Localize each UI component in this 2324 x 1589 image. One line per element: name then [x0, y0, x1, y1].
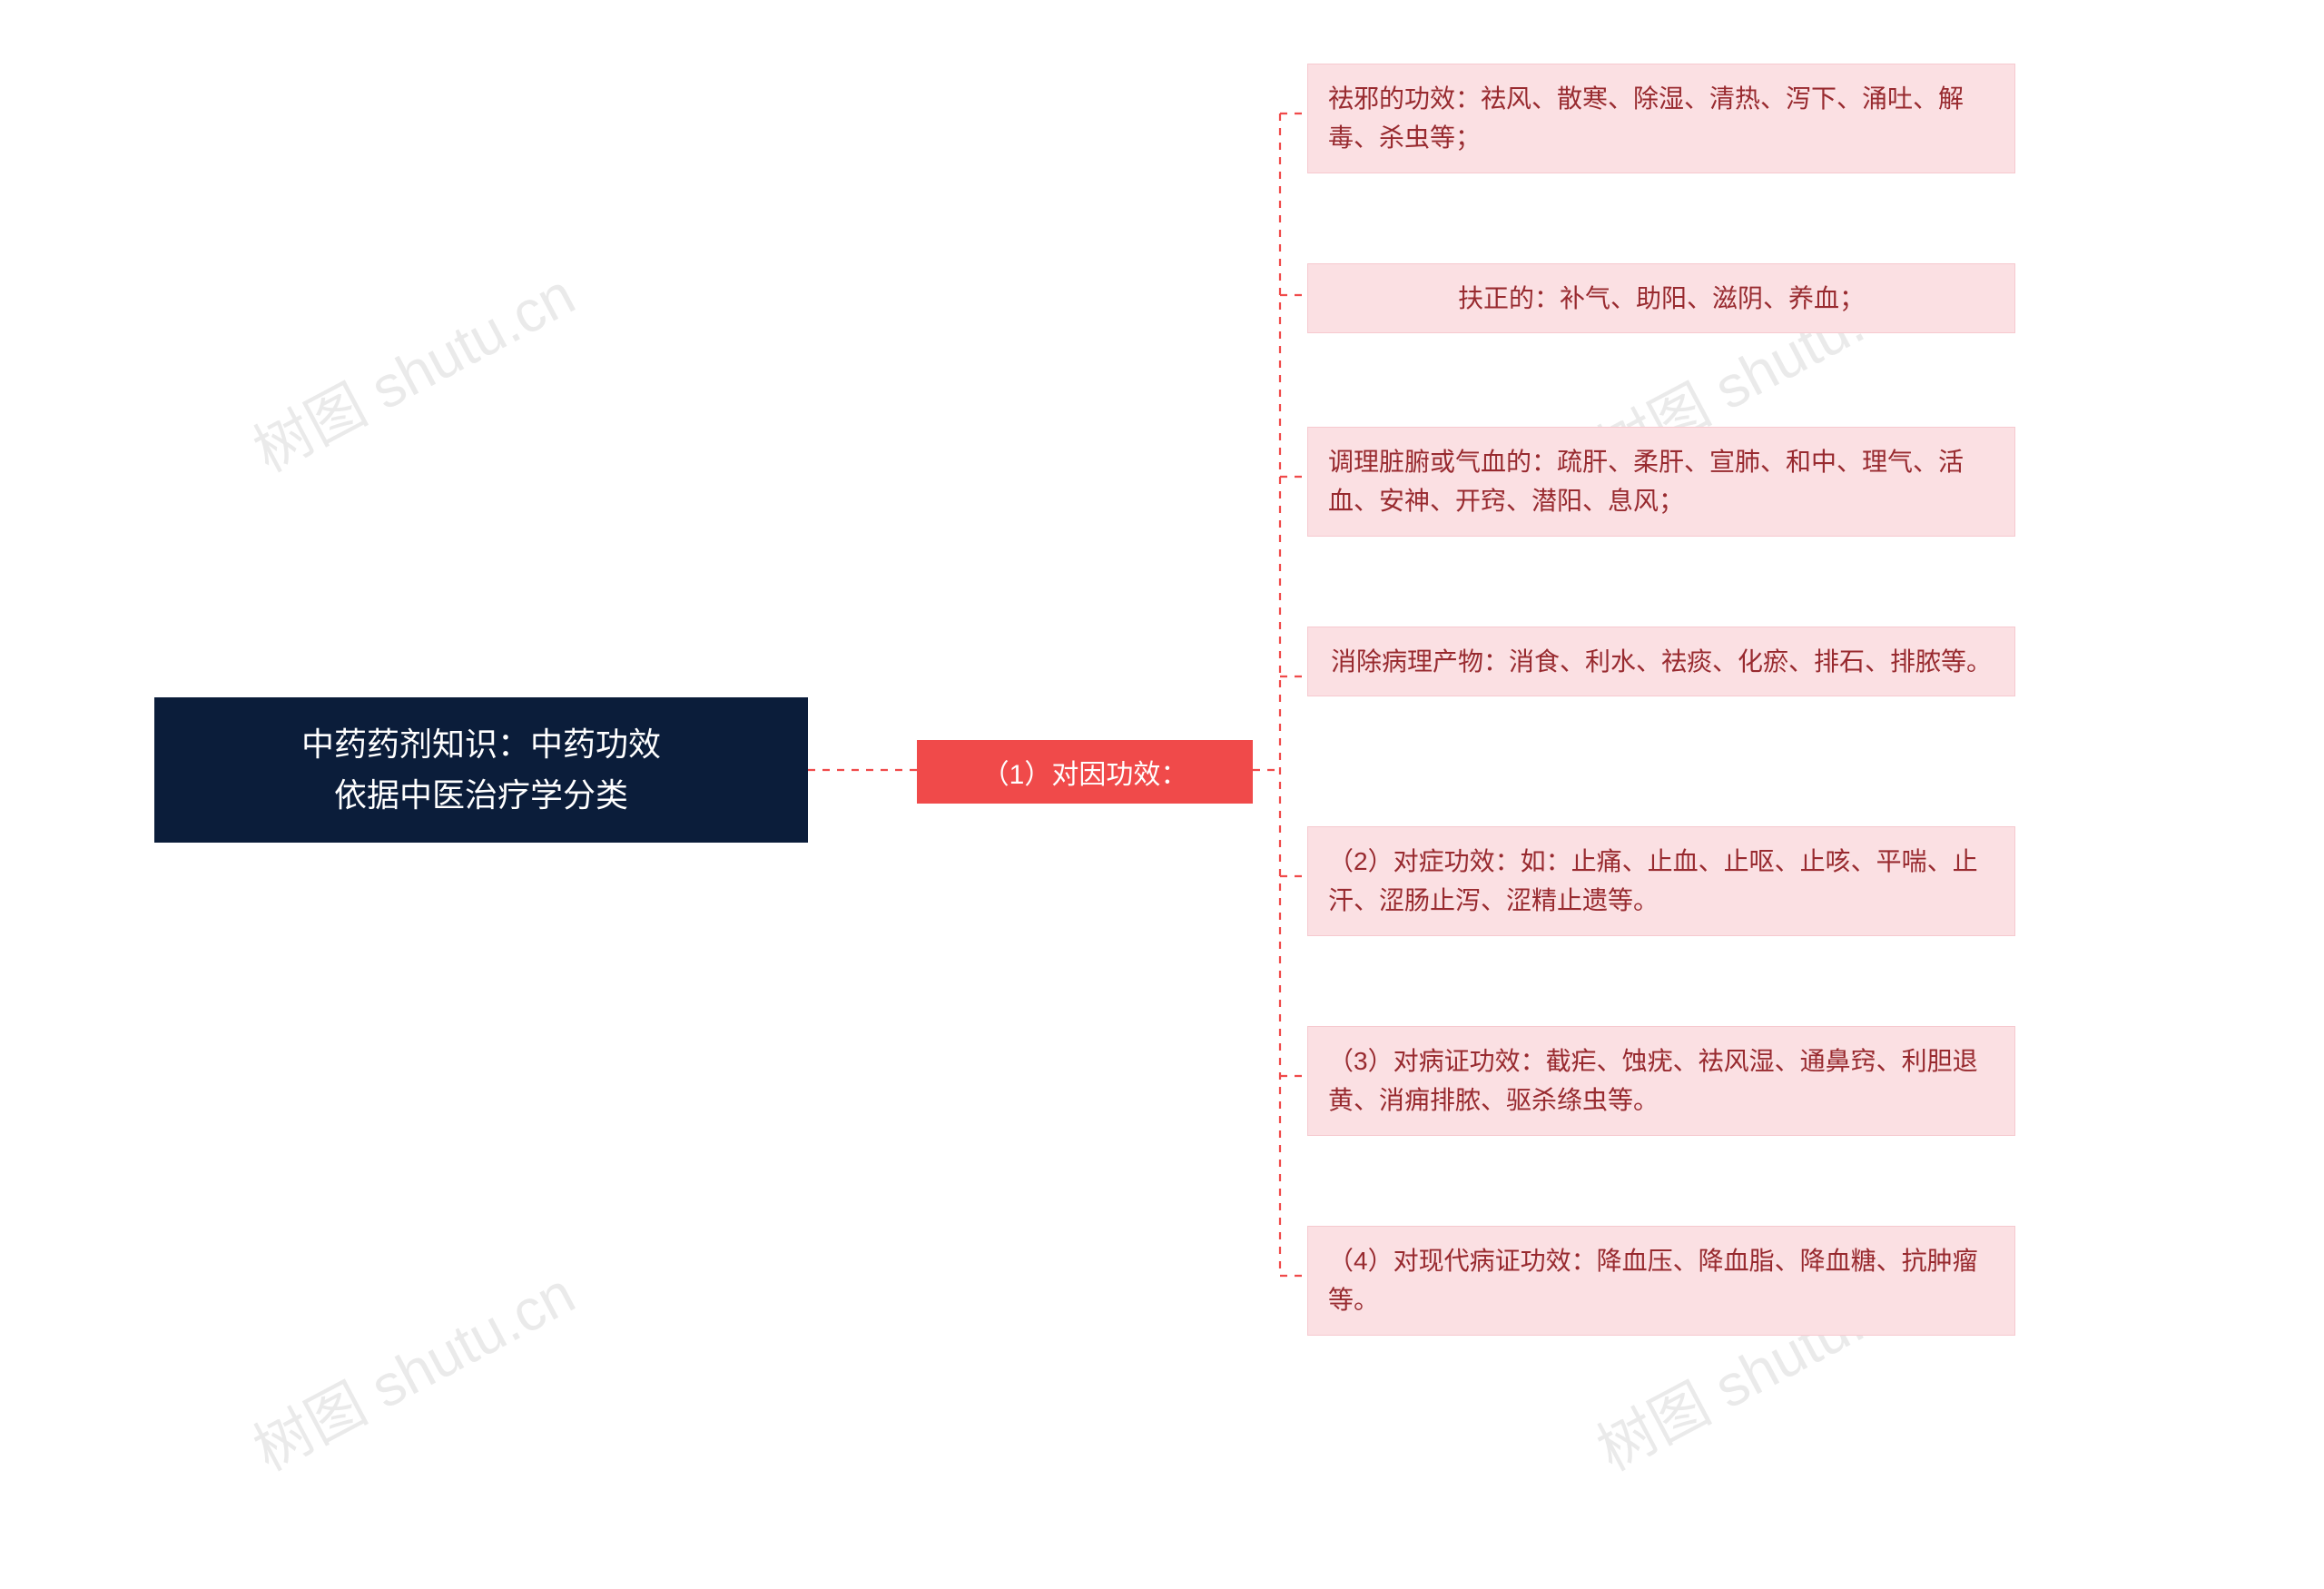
- root-text: 中药药剂知识：中药功效 依据中医治疗学分类: [301, 719, 661, 821]
- leaf-text: （3）对病证功效：截疟、蚀疣、祛风湿、通鼻窍、利胆退黄、消痈排脓、驱杀绦虫等。: [1328, 1041, 1994, 1120]
- leaf-text: 消除病理产物：消食、利水、祛痰、化瘀、排石、排脓等。: [1331, 642, 1992, 681]
- leaf-node[interactable]: （2）对症功效：如：止痛、止血、止呕、止咳、平喘、止汗、涩肠止泻、涩精止遗等。: [1307, 826, 2015, 936]
- leaf-node[interactable]: 调理脏腑或气血的：疏肝、柔肝、宣肺、和中、理气、活血、安神、开窍、潜阳、息风；: [1307, 427, 2015, 537]
- leaf-node[interactable]: （4）对现代病证功效：降血压、降血脂、降血糖、抗肿瘤等。: [1307, 1226, 2015, 1336]
- watermark: 树图 shutu.cn: [237, 1248, 587, 1486]
- branch-node[interactable]: （1）对因功效：: [917, 740, 1253, 804]
- leaf-node[interactable]: （3）对病证功效：截疟、蚀疣、祛风湿、通鼻窍、利胆退黄、消痈排脓、驱杀绦虫等。: [1307, 1026, 2015, 1136]
- leaf-text: 扶正的：补气、助阳、滋阴、养血；: [1458, 279, 1865, 318]
- watermark: 树图 shutu.cn: [237, 249, 587, 488]
- leaf-text: 调理脏腑或气血的：疏肝、柔肝、宣肺、和中、理气、活血、安神、开窍、潜阳、息风；: [1328, 442, 1994, 521]
- leaf-node[interactable]: 消除病理产物：消食、利水、祛痰、化瘀、排石、排脓等。: [1307, 627, 2015, 696]
- leaf-text: 祛邪的功效：祛风、散寒、除湿、清热、泻下、涌吐、解毒、杀虫等；: [1328, 79, 1994, 158]
- root-node[interactable]: 中药药剂知识：中药功效 依据中医治疗学分类: [154, 697, 808, 843]
- mindmap-canvas: 树图 shutu.cn 树图 shutu.cn 树图 shutu.cn 树图 s…: [0, 0, 2324, 1589]
- leaf-node[interactable]: 扶正的：补气、助阳、滋阴、养血；: [1307, 263, 2015, 333]
- root-line1: 中药药剂知识：中药功效: [301, 719, 661, 770]
- leaf-text: （4）对现代病证功效：降血压、降血脂、降血糖、抗肿瘤等。: [1328, 1241, 1994, 1320]
- root-line2: 依据中医治疗学分类: [301, 770, 661, 821]
- branch-label: （1）对因功效：: [982, 752, 1188, 792]
- leaf-node[interactable]: 祛邪的功效：祛风、散寒、除湿、清热、泻下、涌吐、解毒、杀虫等；: [1307, 64, 2015, 173]
- leaf-text: （2）对症功效：如：止痛、止血、止呕、止咳、平喘、止汗、涩肠止泻、涩精止遗等。: [1328, 842, 1994, 921]
